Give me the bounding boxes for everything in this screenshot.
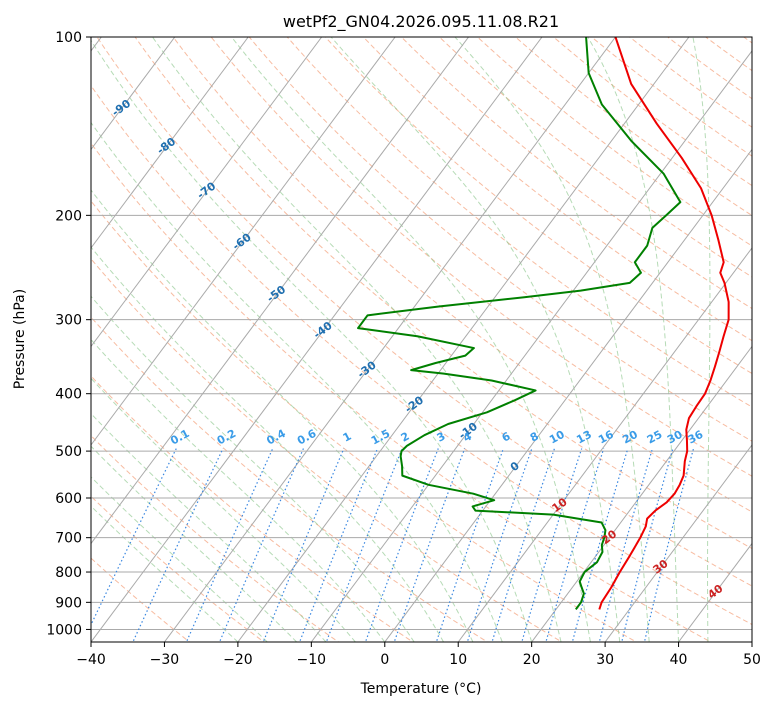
mixing-ratio-label: 25 xyxy=(645,428,665,447)
chart-title: wetPf2_GN04.2026.095.11.08.R21 xyxy=(283,12,559,32)
mixing-ratio-line xyxy=(598,448,654,642)
isotherm-line xyxy=(457,247,752,642)
y-tick-label: 500 xyxy=(55,444,82,460)
x-tick-label: −20 xyxy=(223,652,253,668)
mixing-ratio-line xyxy=(545,448,605,642)
moist-adiabat-line xyxy=(91,445,297,642)
x-tick-label: 0 xyxy=(380,652,389,668)
dry-adiabat-line xyxy=(248,37,752,442)
moist-adiabat-line xyxy=(692,37,711,642)
x-tick-label: 40 xyxy=(670,652,688,668)
mixing-ratio-label: 13 xyxy=(574,428,594,447)
isotherm-line xyxy=(91,37,176,151)
isotherm-line xyxy=(604,444,752,642)
isotherm-line xyxy=(91,37,469,545)
mixing-ratio-line xyxy=(521,448,583,642)
y-tick-label: 400 xyxy=(55,387,82,403)
y-tick-label: 300 xyxy=(55,313,82,329)
moist-adiabat-line xyxy=(91,476,268,642)
mixing-ratio-line xyxy=(621,448,674,642)
dry-adiabat-line xyxy=(210,37,752,477)
isotherm-line xyxy=(91,37,396,446)
x-tick-label: 10 xyxy=(449,652,467,668)
moist-adiabat-line xyxy=(91,412,327,642)
y-axis: 1000 900 800 700 600 500 400 300 200 100 xyxy=(46,30,91,638)
temperature-profile-line xyxy=(598,37,730,610)
series-layer xyxy=(357,37,730,610)
moist-adiabat-line xyxy=(91,377,356,642)
x-tick-label: −30 xyxy=(150,652,180,668)
x-tick-label: 30 xyxy=(596,652,614,668)
mixing-ratio-label: 30 xyxy=(665,428,685,447)
dry-adiabat-line xyxy=(286,37,752,408)
moist-adiabat-line xyxy=(330,37,621,642)
mixing-ratio-line xyxy=(571,448,629,642)
mixing-ratio-line xyxy=(643,448,695,642)
mixing-ratio-line xyxy=(491,448,556,642)
isotherm-line xyxy=(91,37,249,249)
isotherm-line xyxy=(91,37,543,642)
isotherm-line xyxy=(164,37,616,642)
isotherm-line xyxy=(384,148,752,642)
x-tick-label: 50 xyxy=(743,652,761,668)
x-tick-label: −10 xyxy=(297,652,327,668)
dewpoint-profile-line xyxy=(357,37,682,610)
mixing-ratio-label: 36 xyxy=(686,428,706,447)
y-tick-label: 800 xyxy=(55,565,82,581)
dry-adiabat-line xyxy=(400,37,752,310)
y-tick-label: 100 xyxy=(55,30,82,46)
isotherm-line xyxy=(237,37,690,642)
dry-adiabat-line xyxy=(134,37,752,550)
plot-frame xyxy=(90,36,753,643)
y-tick-label: 600 xyxy=(55,491,82,507)
moist-adiabat-line xyxy=(91,121,503,642)
background-lines xyxy=(91,37,752,642)
mixing-ratio-line xyxy=(393,448,466,642)
moist-adiabat-line xyxy=(91,295,415,642)
mixing-ratio-line xyxy=(325,448,403,642)
dry-adiabat-line xyxy=(91,142,712,642)
x-axis-title: Temperature (°C) xyxy=(360,681,482,697)
moist-adiabat-line xyxy=(454,37,650,642)
mixing-ratio-line xyxy=(364,448,439,642)
dry-adiabat-line xyxy=(96,37,752,587)
mixing-ratio-label: 10 xyxy=(547,428,567,447)
mixing-ratio-label: 20 xyxy=(620,428,640,447)
isotherm-line xyxy=(91,37,323,348)
moist-adiabat-line xyxy=(91,246,444,642)
moist-adiabat-line xyxy=(91,189,474,642)
x-axis: −40 −30 −20 −10 0 10 20 30 40 50 xyxy=(76,642,761,668)
isotherm-line xyxy=(531,345,752,642)
mixing-ratio-line xyxy=(218,448,304,642)
x-tick-label: −40 xyxy=(76,652,106,668)
moist-adiabat-line xyxy=(91,39,533,642)
mixing-ratio-line xyxy=(91,448,177,627)
mixing-ratio-label: 16 xyxy=(596,428,616,447)
y-tick-label: 1000 xyxy=(46,622,82,638)
moist-adiabat-line xyxy=(152,37,562,642)
mixing-ratio-line xyxy=(185,448,274,642)
mixing-ratio-line xyxy=(435,448,504,642)
x-tick-label: 20 xyxy=(523,652,541,668)
y-tick-label: 700 xyxy=(55,531,82,547)
mixing-ratio-line xyxy=(466,448,533,642)
moist-adiabat-line xyxy=(587,37,680,642)
y-axis-title: Pressure (hPa) xyxy=(12,289,28,389)
isotherm-line xyxy=(310,50,752,642)
y-tick-label: 200 xyxy=(55,208,82,224)
y-tick-label: 900 xyxy=(55,595,82,611)
